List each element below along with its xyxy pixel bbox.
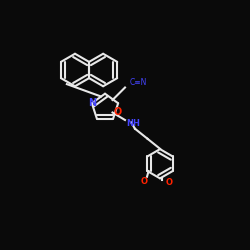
Text: NH: NH (126, 119, 140, 128)
Text: N: N (88, 98, 96, 108)
Text: O: O (166, 178, 173, 187)
Text: O: O (114, 107, 122, 117)
Text: C≡N: C≡N (130, 78, 148, 87)
Text: O: O (141, 177, 148, 186)
